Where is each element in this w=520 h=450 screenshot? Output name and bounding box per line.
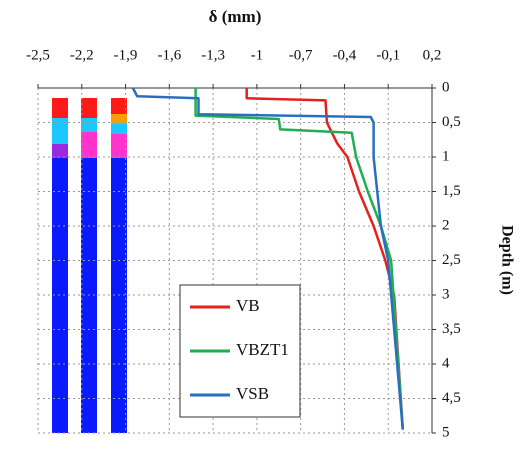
soil-layer bbox=[111, 98, 127, 114]
soil-layer bbox=[111, 124, 127, 134]
x-tick-label: -2,2 bbox=[70, 47, 94, 63]
y-tick-label: 0 bbox=[442, 79, 450, 95]
x-tick-label: -0,7 bbox=[289, 47, 313, 63]
x-tick-label: -1,6 bbox=[157, 47, 181, 63]
x-tick-label: -0,1 bbox=[376, 47, 400, 63]
soil-layer bbox=[81, 132, 97, 158]
series-line bbox=[194, 88, 405, 430]
y-tick-label: 1,5 bbox=[442, 183, 461, 199]
legend-label: VB bbox=[236, 296, 260, 315]
x-tick-label: -0,4 bbox=[333, 47, 357, 63]
x-tick-label: -1 bbox=[251, 47, 264, 63]
soil-layer bbox=[52, 98, 68, 118]
soil-column bbox=[111, 98, 127, 433]
y-tick-label: 4 bbox=[442, 355, 450, 371]
y-tick-label: 2,5 bbox=[442, 252, 461, 268]
soil-layer bbox=[81, 118, 97, 132]
y-tick-label: 2 bbox=[442, 217, 450, 233]
y-tick-label: 3,5 bbox=[442, 321, 461, 337]
soil-columns bbox=[52, 98, 127, 433]
soil-layer bbox=[81, 98, 97, 118]
y-axis-label: Depth (m) bbox=[498, 225, 515, 295]
y-tick-label: 3 bbox=[442, 286, 450, 302]
soil-layer bbox=[52, 144, 68, 158]
y-tick-label: 0,5 bbox=[442, 114, 461, 130]
legend-label: VSB bbox=[236, 384, 269, 403]
y-tick-label: 5 bbox=[442, 424, 450, 440]
soil-layer bbox=[111, 134, 127, 158]
y-tick-label: 1 bbox=[442, 148, 450, 164]
series-line bbox=[131, 87, 405, 430]
soil-column bbox=[81, 98, 97, 433]
legend-label: VBZT1 bbox=[236, 340, 289, 359]
soil-layer bbox=[52, 118, 68, 144]
x-tick-label: -1,3 bbox=[201, 47, 225, 63]
y-tick-label: 4,5 bbox=[442, 390, 461, 406]
x-tick-label: -1,9 bbox=[114, 47, 138, 63]
x-tick-label: -2,5 bbox=[26, 47, 50, 63]
soil-layer bbox=[111, 114, 127, 124]
chart-title: δ (mm) bbox=[209, 7, 262, 26]
soil-column bbox=[52, 98, 68, 433]
x-tick-label: 0,2 bbox=[423, 47, 442, 63]
